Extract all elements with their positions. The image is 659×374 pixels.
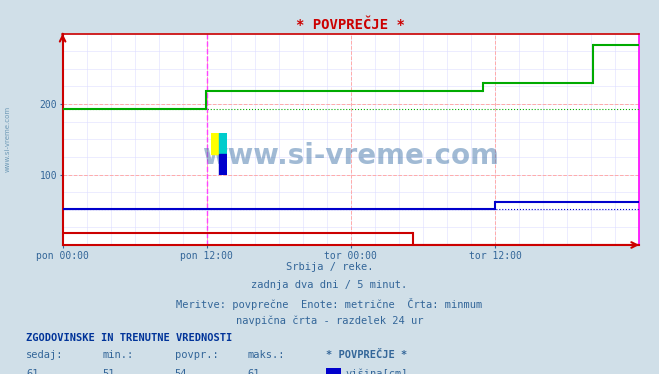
- Text: sedaj:: sedaj:: [26, 350, 64, 360]
- Text: navpična črta - razdelek 24 ur: navpična črta - razdelek 24 ur: [236, 316, 423, 326]
- Text: www.si-vreme.com: www.si-vreme.com: [202, 142, 500, 170]
- Text: ZGODOVINSKE IN TRENUTNE VREDNOSTI: ZGODOVINSKE IN TRENUTNE VREDNOSTI: [26, 333, 233, 343]
- Text: višina[cm]: višina[cm]: [346, 369, 409, 374]
- Text: 54: 54: [175, 369, 187, 374]
- Text: 51: 51: [102, 369, 115, 374]
- Text: 61: 61: [247, 369, 260, 374]
- Bar: [219, 154, 227, 175]
- Text: www.si-vreme.com: www.si-vreme.com: [5, 106, 11, 172]
- Bar: [211, 134, 219, 154]
- Text: min.:: min.:: [102, 350, 133, 360]
- Text: zadnja dva dni / 5 minut.: zadnja dva dni / 5 minut.: [251, 280, 408, 290]
- Bar: [219, 134, 227, 154]
- Text: Srbija / reke.: Srbija / reke.: [286, 262, 373, 272]
- Text: Meritve: povprečne  Enote: metrične  Črta: minmum: Meritve: povprečne Enote: metrične Črta:…: [177, 298, 482, 310]
- Title: * POVPREČJE *: * POVPREČJE *: [297, 18, 405, 33]
- Text: maks.:: maks.:: [247, 350, 285, 360]
- Text: * POVPREČJE *: * POVPREČJE *: [326, 350, 407, 360]
- Text: povpr.:: povpr.:: [175, 350, 218, 360]
- Text: 61: 61: [26, 369, 39, 374]
